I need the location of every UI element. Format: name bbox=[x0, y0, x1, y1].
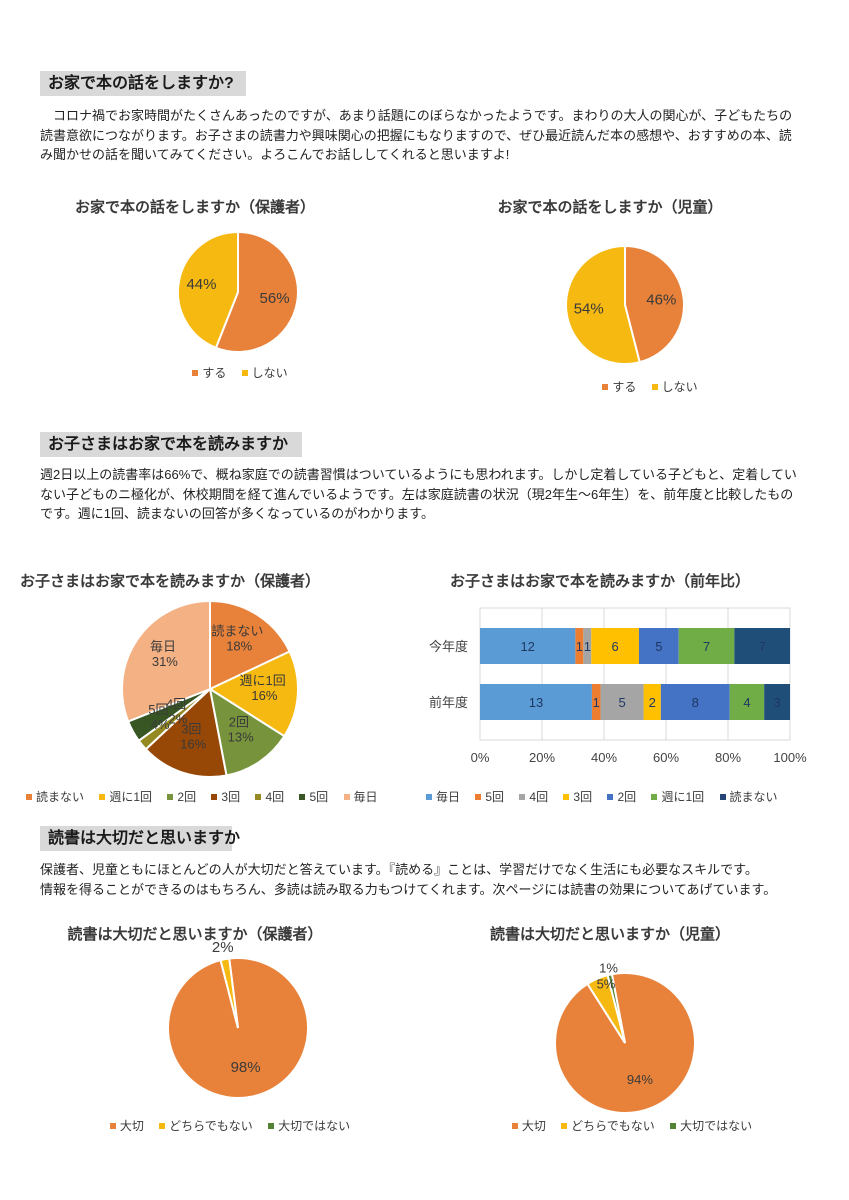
svg-text:100%: 100% bbox=[773, 750, 807, 765]
svg-text:8: 8 bbox=[692, 695, 699, 710]
svg-text:毎日 31%: 毎日 31% bbox=[150, 639, 180, 669]
svg-text:5: 5 bbox=[655, 639, 662, 654]
svg-text:40%: 40% bbox=[591, 750, 617, 765]
svg-text:6: 6 bbox=[612, 639, 619, 654]
svg-text:7: 7 bbox=[703, 639, 710, 654]
svg-text:7: 7 bbox=[759, 639, 766, 654]
svg-text:3: 3 bbox=[773, 695, 780, 710]
svg-text:60%: 60% bbox=[653, 750, 679, 765]
svg-text:2: 2 bbox=[649, 695, 656, 710]
svg-text:1%: 1% bbox=[599, 963, 618, 976]
svg-text:80%: 80% bbox=[715, 750, 741, 765]
svg-text:56%: 56% bbox=[260, 290, 290, 307]
svg-text:0%: 0% bbox=[471, 750, 490, 765]
svg-text:54%: 54% bbox=[574, 301, 604, 318]
svg-text:46%: 46% bbox=[646, 291, 676, 308]
svg-text:44%: 44% bbox=[186, 276, 216, 293]
svg-text:20%: 20% bbox=[529, 750, 555, 765]
svg-text:2%: 2% bbox=[212, 941, 234, 956]
svg-text:1: 1 bbox=[584, 639, 591, 654]
svg-text:1: 1 bbox=[576, 639, 583, 654]
svg-text:5回 4%: 5回 4% bbox=[148, 702, 172, 732]
svg-text:2回 13%: 2回 13% bbox=[228, 715, 254, 745]
svg-text:5: 5 bbox=[618, 695, 625, 710]
svg-text:94%: 94% bbox=[627, 1072, 653, 1087]
svg-text:98%: 98% bbox=[231, 1059, 261, 1076]
svg-text:今年度: 今年度 bbox=[429, 639, 468, 654]
svg-text:1: 1 bbox=[593, 695, 600, 710]
svg-text:13: 13 bbox=[529, 695, 543, 710]
svg-text:12: 12 bbox=[520, 639, 534, 654]
svg-text:前年度: 前年度 bbox=[429, 695, 468, 710]
svg-text:5%: 5% bbox=[597, 977, 616, 992]
svg-text:4: 4 bbox=[743, 695, 750, 710]
